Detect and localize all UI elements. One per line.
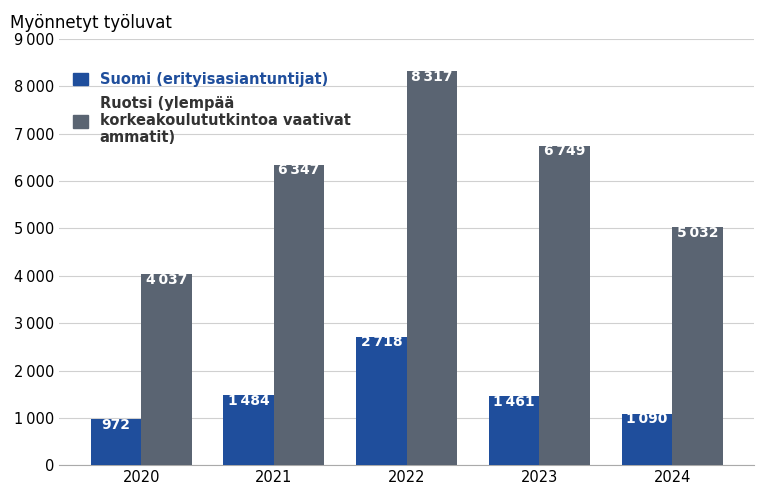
Text: 5 032: 5 032 — [677, 226, 718, 240]
Text: 8 317: 8 317 — [411, 70, 452, 84]
Bar — [274, 165, 324, 465]
Text: 2 718: 2 718 — [361, 335, 402, 349]
Text: 4 037: 4 037 — [146, 273, 187, 287]
Legend: Suomi (erityisasiantuntijat), Ruotsi (ylempää
korkeakoulututkintoa vaativat
amma: Suomi (erityisasiantuntijat), Ruotsi (yl… — [74, 72, 350, 145]
Text: 972: 972 — [101, 418, 131, 432]
Bar — [621, 414, 672, 465]
Text: 1 461: 1 461 — [493, 395, 535, 409]
Bar — [223, 395, 274, 465]
Text: 1 090: 1 090 — [626, 412, 667, 426]
Bar — [141, 274, 191, 465]
Bar — [672, 227, 723, 465]
Bar — [91, 419, 141, 465]
Bar — [489, 396, 539, 465]
Bar — [539, 146, 590, 465]
Text: 6 347: 6 347 — [279, 163, 319, 177]
Text: 6 749: 6 749 — [544, 144, 585, 158]
Text: Myönnetyt työluvat: Myönnetyt työluvat — [11, 14, 172, 32]
Bar — [356, 336, 406, 465]
Bar — [406, 71, 457, 465]
Text: 1 484: 1 484 — [228, 394, 270, 408]
